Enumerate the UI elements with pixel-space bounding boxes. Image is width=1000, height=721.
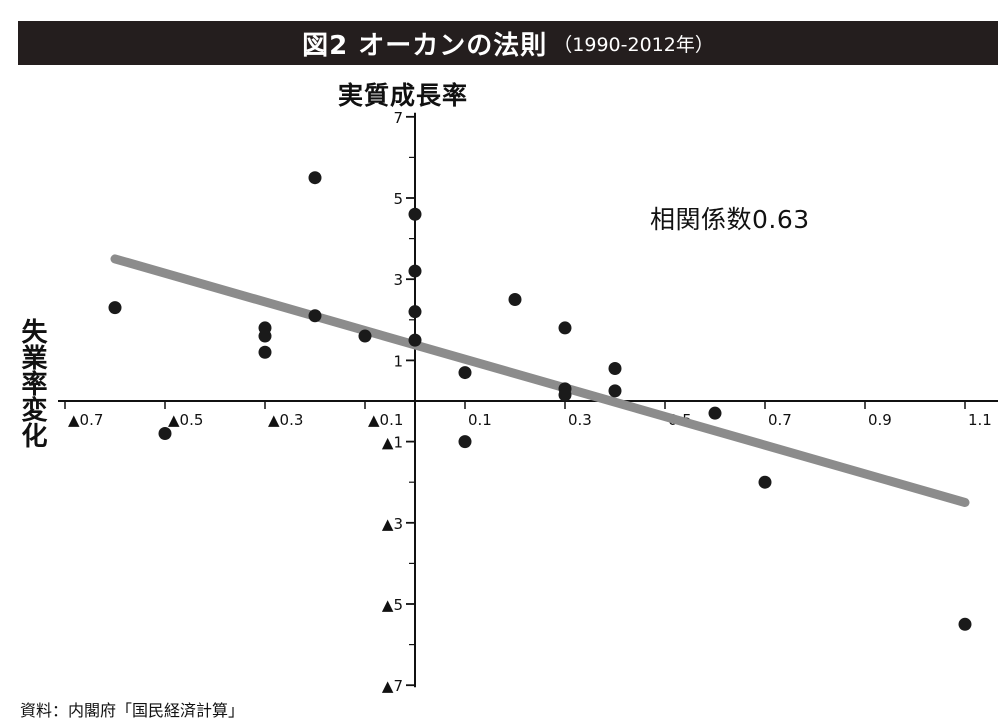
x-tick-label: 1.1: [968, 411, 992, 429]
data-point: [308, 309, 322, 323]
correlation-annotation: 相関係数0.63: [650, 205, 810, 234]
x-tick-label: 0.3: [568, 411, 592, 429]
y-tick-label: 3: [393, 271, 403, 289]
data-point: [258, 345, 272, 359]
x-tick-label: ▲0.5: [168, 411, 203, 429]
data-point: [558, 321, 572, 335]
data-point: [458, 435, 472, 449]
data-point: [458, 366, 472, 380]
data-point: [558, 388, 572, 402]
x-tick-label: 0.7: [768, 411, 792, 429]
y-tick-label: ▲7: [382, 677, 403, 695]
chart-title: 図2 オーカンの法則: [302, 30, 548, 61]
y-tick-label: 1: [393, 352, 403, 370]
data-point: [408, 333, 422, 347]
y-tick-label: ▲3: [382, 515, 403, 533]
trend-line: [110, 254, 970, 507]
x-tick-label: 0.1: [468, 411, 492, 429]
data-point: [408, 264, 422, 278]
data-point: [608, 384, 622, 398]
y-tick-label: ▲5: [382, 596, 403, 614]
trend-line-layer: [110, 254, 970, 507]
x-tick-label: ▲0.7: [68, 411, 103, 429]
data-point: [508, 293, 522, 306]
data-point: [358, 329, 372, 343]
data-point: [158, 426, 172, 440]
data-point: [108, 301, 122, 315]
data-point: [258, 329, 272, 343]
data-point: [408, 305, 422, 319]
y-tick-label: 7: [393, 109, 403, 127]
data-point: [758, 475, 772, 489]
data-point: [408, 207, 422, 221]
source-note: 資料：内閣府「国民経済計算」: [20, 701, 245, 720]
data-point: [708, 406, 722, 420]
axes: ▲0.7▲0.5▲0.3▲0.10.10.30.50.70.91.17531▲1…: [58, 109, 998, 695]
data-point: [308, 171, 322, 185]
chart-title-bar: 図2 オーカンの法則 （1990-2012年）: [18, 21, 998, 65]
y-tick-label: ▲1: [382, 434, 403, 452]
data-points: [108, 171, 972, 631]
x-tick-label: ▲0.3: [268, 411, 303, 429]
data-point: [958, 617, 972, 631]
chart-subtitle: （1990-2012年）: [553, 33, 714, 56]
x-tick-label: 0.9: [868, 411, 892, 429]
data-point: [608, 362, 622, 376]
x-axis-label: 失業率変化: [17, 318, 47, 448]
x-tick-label: ▲0.1: [368, 411, 403, 429]
y-axis-label: 実質成長率: [338, 81, 469, 110]
y-tick-label: 5: [393, 190, 403, 208]
